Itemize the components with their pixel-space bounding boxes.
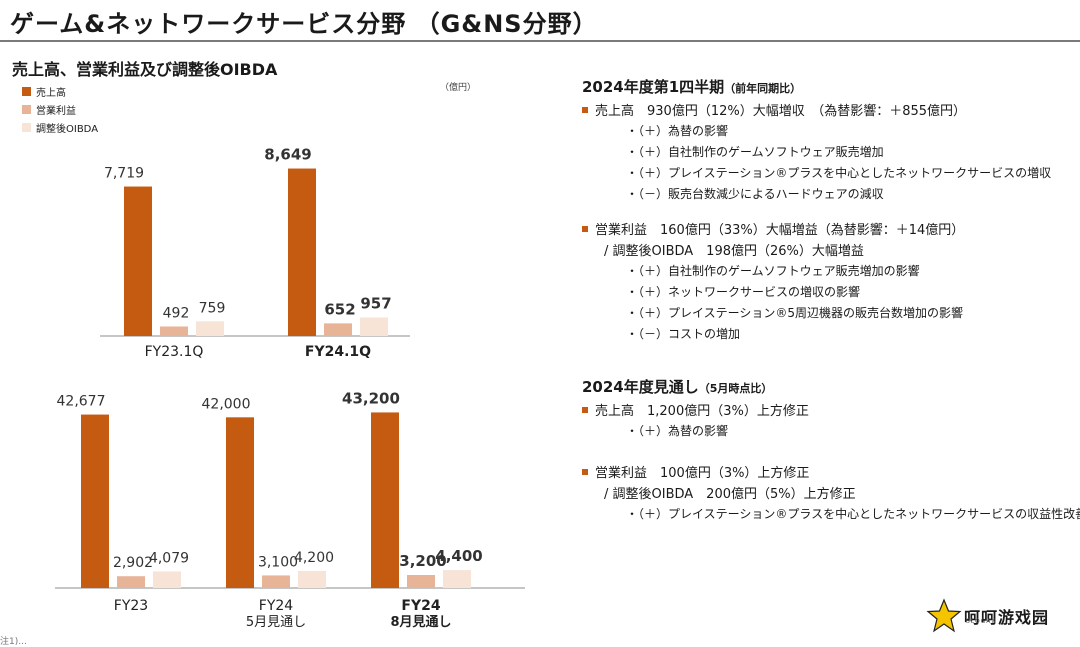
logo-text: 呵呵游戏园: [964, 608, 1050, 627]
q1-heading-text: 2024年度第1四半期: [582, 78, 725, 96]
bar-oibda: [153, 571, 181, 588]
bullet-icon: [582, 406, 588, 413]
category-label: FY23.1Q: [145, 344, 204, 360]
logo-slogan: SLOGAN: [966, 618, 997, 625]
bar-oibda: [443, 570, 471, 588]
bullet-icon: [582, 468, 588, 475]
bar-oibda: [298, 570, 326, 588]
bar-sales: [371, 412, 399, 588]
data-label: 4,400: [435, 547, 482, 565]
data-label: 7,719: [104, 166, 144, 182]
legend-item-operating-income: 営業利益: [22, 100, 98, 118]
q1-heading: 2024年度第1四半期（前年同期比）: [582, 76, 1072, 97]
fy-heading: 2024年度見通し（5月時点比）: [582, 376, 1072, 397]
unit-label: （億円）: [440, 83, 477, 93]
bar-operating-income: [262, 575, 290, 588]
fy-profit-line: 営業利益 100億円（3%）上方修正: [582, 461, 1072, 482]
data-label: 8,649: [264, 146, 311, 164]
q1-profit-text: 営業利益 160億円（33%）大幅増益（為替影響：＋14億円）: [595, 223, 965, 238]
data-label: 43,200: [342, 389, 400, 407]
legend-item-oibda: 調整後OIBDA: [22, 118, 98, 136]
legend-label-operating-income: 営業利益: [36, 105, 76, 117]
fy-heading-note: （5月時点比）: [698, 382, 773, 395]
q1-profit-item: ・（＋）ネットワークサービスの増収の影響: [626, 285, 861, 299]
fy-profit-item: ・（＋）プレイステーション®プラスを中心としたネットワークサービスの収益性改善: [626, 507, 1080, 521]
data-label: 652: [324, 300, 355, 318]
fy-sales-text: 売上高 1,200億円（3%）上方修正: [595, 404, 809, 419]
legend-swatch-oibda: [22, 122, 31, 132]
bar-operating-income: [324, 323, 352, 336]
bar-sales: [288, 168, 316, 336]
bar-oibda: [360, 317, 388, 336]
fy-sales-item: ・（＋）為替の影響: [626, 424, 729, 438]
legend-item-sales: 売上高: [22, 82, 98, 100]
data-label: 42,677: [57, 394, 106, 410]
q1-oibda-line: / 調整後OIBDA 198億円（26%）大幅増益: [604, 244, 864, 259]
category-label: FY24: [259, 598, 294, 614]
q1-sales-item: ・（＋）為替の影響: [626, 124, 729, 138]
category-label: FY23: [114, 598, 148, 614]
fy-profit-text: 営業利益 100億円（3%）上方修正: [595, 466, 810, 481]
bar-operating-income: [407, 574, 435, 588]
star-icon: [926, 598, 962, 633]
fy-oibda-line: / 調整後OIBDA 200億円（5%）上方修正: [604, 487, 856, 502]
data-label: 759: [199, 300, 226, 316]
data-label: 3,100: [258, 554, 298, 570]
legend-label-oibda: 調整後OIBDA: [36, 123, 99, 135]
data-label: 4,200: [294, 550, 334, 566]
q1-sales-item: ・（＋）プレイステーション®プラスを中心としたネットワークサービスの増収: [626, 166, 1052, 180]
q1-profit-item: ・（－）コストの増加: [626, 327, 741, 341]
data-label: 4,079: [149, 550, 189, 566]
bar-sales: [124, 186, 152, 336]
q1-sales-text: 売上高 930億円（12%）大幅増収 （為替影響：＋855億円）: [595, 104, 967, 119]
legend-swatch-sales: [22, 86, 31, 96]
q1-profit-item: ・（＋）プレイステーション®5周辺機器の販売台数増加の影響: [626, 306, 964, 320]
title-divider: [0, 40, 1080, 42]
bar-sales: [226, 417, 254, 588]
q1-sales-line: 売上高 930億円（12%）大幅増収 （為替影響：＋855億円）: [582, 99, 1072, 120]
category-label: FY24: [401, 598, 440, 614]
legend-label-sales: 売上高: [36, 87, 66, 99]
chart-section-title: 売上高、営業利益及び調整後OIBDA: [12, 60, 278, 79]
data-label: 492: [163, 305, 190, 321]
bar-operating-income: [160, 326, 188, 336]
q1-profit-item: ・（＋）自社制作のゲームソフトウェア販売増加の影響: [626, 264, 920, 278]
footnote: 注1)...: [0, 637, 27, 647]
fy-sales-line: 売上高 1,200億円（3%）上方修正: [582, 399, 1072, 420]
category-label: 8月見通し: [390, 614, 451, 630]
q1-sales-item: ・（＋）自社制作のゲームソフトウェア販売増加: [626, 145, 884, 159]
bullet-icon: [582, 106, 588, 113]
legend-swatch-operating-income: [22, 104, 31, 114]
bar-oibda: [196, 321, 224, 336]
bar-charts: 7,719 492 759 FY23.1Q 8,649 652 957 FY24.1Q 42,6…: [55, 146, 525, 630]
data-label: 42,000: [202, 396, 251, 412]
bullet-icon: [582, 225, 588, 232]
data-label: 957: [360, 294, 391, 312]
category-label: FY24.1Q: [305, 344, 371, 360]
watermark-logo: 呵呵游戏园 SLOGAN: [926, 598, 1049, 634]
page-title: ゲーム&ネットワークサービス分野 （G&NS分野）: [10, 10, 598, 38]
q1-profit-line: 営業利益 160億円（33%）大幅増益（為替影響：＋14億円）: [582, 218, 1072, 239]
bar-operating-income: [117, 576, 145, 588]
fy-heading-text: 2024年度見通し: [582, 378, 699, 396]
q1-sales-item: ・（－）販売台数減少によるハードウェアの減収: [626, 187, 884, 201]
data-label: 2,902: [113, 555, 153, 571]
category-label: 5月見通し: [246, 615, 306, 630]
chart-legend: 売上高 営業利益 調整後OIBDA: [22, 82, 98, 136]
q1-heading-note: （前年同期比）: [724, 82, 802, 95]
commentary-panel: 2024年度第1四半期（前年同期比） 売上高 930億円（12%）大幅増収 （為…: [582, 76, 1080, 524]
bar-sales: [81, 414, 109, 588]
data-label: 3,200: [399, 552, 446, 570]
